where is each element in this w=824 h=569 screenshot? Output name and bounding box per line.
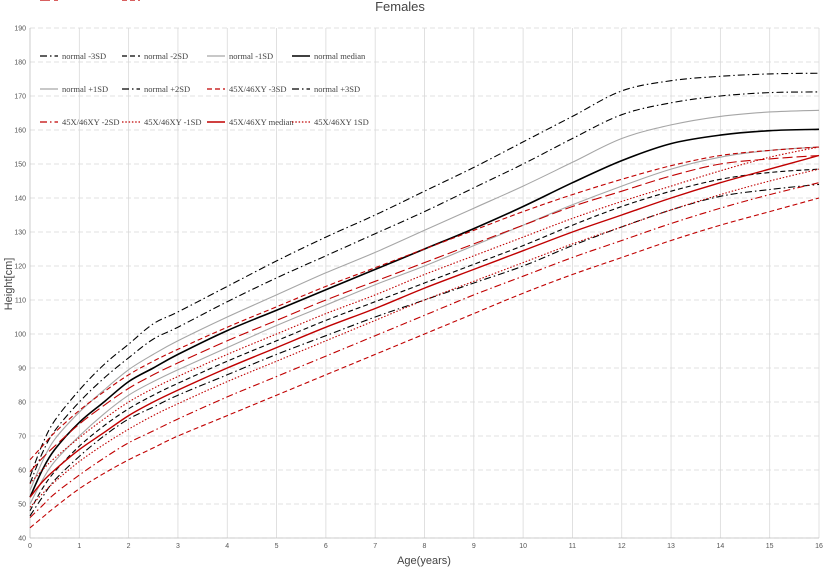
- x-tick-label: 0: [28, 543, 32, 550]
- y-tick-label: 180: [14, 60, 26, 67]
- x-tick-label: 10: [519, 543, 527, 550]
- x-tick-label: 5: [275, 543, 279, 550]
- y-tick-label: 40: [18, 536, 26, 543]
- y-tick-label: 130: [14, 230, 26, 237]
- axes: 4050607080901001101201301401501601701801…: [14, 26, 823, 551]
- x-tick-label: 12: [618, 543, 626, 550]
- series-line-6: [29, 197, 820, 529]
- legend-label-13: 45X/46XY 3SD: [144, 0, 199, 2]
- y-tick-label: 110: [15, 298, 26, 305]
- series-line-5: [29, 91, 820, 484]
- series-line-12: [29, 154, 820, 473]
- y-tick-label: 50: [18, 502, 26, 509]
- y-tick-label: 80: [18, 400, 26, 407]
- series-line-11: [29, 146, 820, 484]
- series-line-4: [29, 109, 820, 491]
- x-tick-label: 4: [225, 543, 229, 550]
- legend-label-5: normal +2SD: [144, 84, 190, 94]
- y-axis-title: Height[cm]: [3, 258, 15, 311]
- legend-label-12: 45X/46XY 2SD: [62, 0, 117, 2]
- y-tick-label: 100: [14, 332, 26, 339]
- y-tick-label: 170: [14, 94, 26, 101]
- x-tick-label: 3: [176, 543, 180, 550]
- x-tick-label: 6: [324, 543, 328, 550]
- series-line-3: [29, 128, 820, 498]
- y-tick-label: 70: [18, 434, 26, 441]
- x-tick-label: 16: [815, 543, 823, 550]
- y-tick-label: 60: [18, 468, 26, 475]
- legend-label-7: normal +3SD: [314, 84, 360, 94]
- legend-label-8: 45X/46XY -2SD: [62, 117, 120, 127]
- legend-label-6: 45X/46XY -3SD: [229, 84, 287, 94]
- legend-label-9: 45X/46XY -1SD: [144, 117, 202, 127]
- x-tick-label: 2: [127, 543, 131, 550]
- y-tick-label: 190: [14, 26, 26, 33]
- x-tick-label: 14: [716, 543, 724, 550]
- y-tick-label: 140: [14, 196, 26, 203]
- x-axis-title: Age(years): [397, 555, 451, 567]
- legend-label-0: normal -3SD: [62, 51, 106, 61]
- legend-label-3: normal median: [314, 51, 366, 61]
- x-tick-label: 8: [423, 543, 427, 550]
- x-tick-label: 15: [766, 543, 774, 550]
- series-line-2: [29, 146, 820, 505]
- y-tick-label: 90: [18, 366, 26, 373]
- x-tick-label: 13: [667, 543, 675, 550]
- x-tick-label: 11: [569, 543, 576, 550]
- chart-title: Females: [375, 0, 425, 14]
- legend-label-10: 45X/46XY median: [229, 117, 294, 127]
- series-line-7: [29, 72, 820, 477]
- y-tick-label: 160: [14, 128, 26, 135]
- series-line-13: [29, 146, 820, 461]
- x-tick-label: 9: [472, 543, 476, 550]
- series-line-8: [29, 182, 820, 518]
- x-tick-label: 7: [373, 543, 377, 550]
- series-layer: [29, 72, 820, 529]
- legend-label-11: 45X/46XY 1SD: [314, 117, 369, 127]
- x-tick-label: 1: [77, 543, 81, 550]
- y-tick-label: 150: [14, 162, 26, 169]
- series-line-10: [29, 154, 820, 498]
- legend-label-4: normal +1SD: [62, 84, 108, 94]
- y-tick-label: 120: [14, 264, 26, 271]
- legend: normal -3SD normal -2SD normal -1SD normal …: [40, 0, 369, 127]
- series-line-9: [29, 168, 820, 508]
- legend-label-1: normal -2SD: [144, 51, 188, 61]
- legend-label-2: normal -1SD: [229, 51, 273, 61]
- series-line-1: [29, 168, 820, 512]
